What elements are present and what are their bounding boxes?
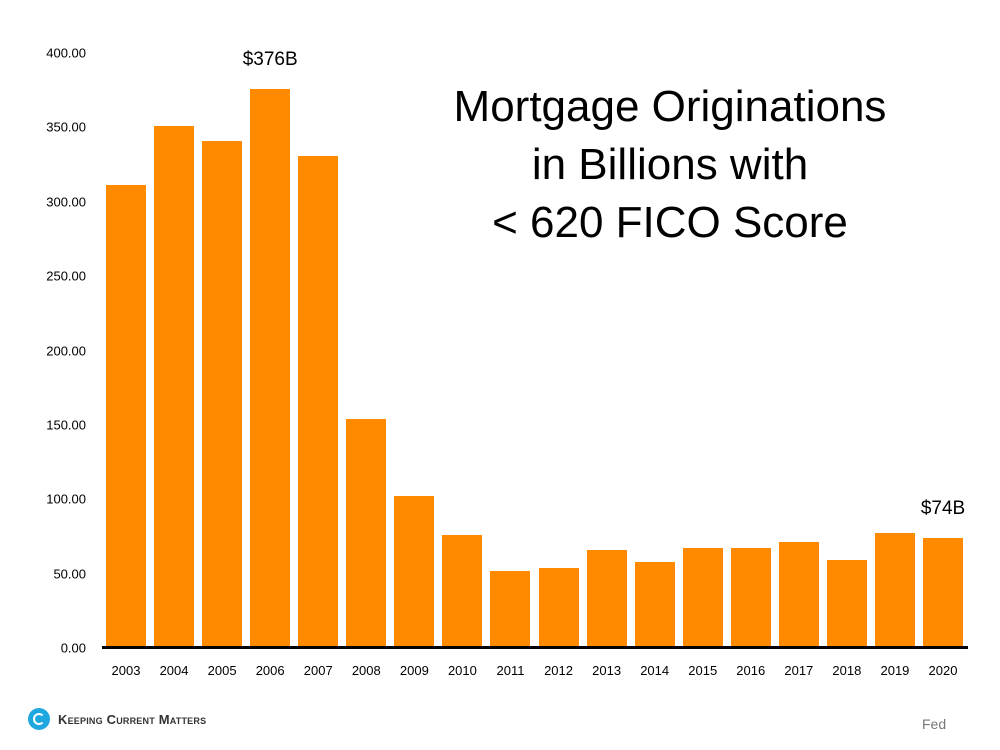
y-tick-label: 350.00 xyxy=(46,119,86,135)
x-tick-label: 2013 xyxy=(592,663,622,678)
bar-2011 xyxy=(490,570,531,648)
y-tick-label: 0.00 xyxy=(60,640,86,656)
x-tick-label: 2008 xyxy=(351,663,381,678)
y-tick-label: 250.00 xyxy=(46,268,86,284)
logo-text: Keeping Current Matters xyxy=(58,711,207,727)
bar-2010 xyxy=(442,534,483,648)
bar-2012 xyxy=(538,567,579,648)
bar-2020 xyxy=(923,537,964,648)
x-tick-label: 2009 xyxy=(399,663,429,678)
bar-2007 xyxy=(298,155,339,648)
bar-2005 xyxy=(202,140,243,648)
y-tick-label: 50.00 xyxy=(53,566,86,582)
bar-2015 xyxy=(682,548,723,648)
x-tick-label: 2005 xyxy=(207,663,237,678)
bar-2019 xyxy=(874,533,915,648)
y-tick-label: 200.00 xyxy=(46,343,86,358)
x-tick-label: 2016 xyxy=(736,663,766,678)
bar-2006 xyxy=(250,88,291,648)
x-tick-label: 2018 xyxy=(832,663,862,678)
bar-2004 xyxy=(154,125,195,648)
swirl-logo-icon xyxy=(28,708,50,730)
x-tick-label: 2017 xyxy=(784,663,814,678)
bar-2013 xyxy=(586,549,627,648)
x-tick-label: 2011 xyxy=(496,663,525,678)
x-tick-label: 2007 xyxy=(303,663,333,678)
y-tick-label: 400.00 xyxy=(46,45,86,61)
bar-2008 xyxy=(346,418,387,648)
y-tick-label: 150.00 xyxy=(46,417,86,433)
x-tick-label: 2020 xyxy=(928,663,958,678)
bar-2016 xyxy=(730,548,771,648)
x-tick-label: 2014 xyxy=(640,663,670,678)
x-tick-label: 2006 xyxy=(255,663,285,678)
data-label: $74B xyxy=(920,497,966,519)
plot-area xyxy=(102,40,968,648)
source-label: Fed xyxy=(922,716,947,732)
bar-2003 xyxy=(106,185,146,648)
x-tick-label: 2010 xyxy=(447,663,477,678)
bar-2018 xyxy=(826,560,867,648)
bar-2014 xyxy=(634,561,675,648)
x-tick-label: 2015 xyxy=(688,663,718,678)
x-tick-label: 2003 xyxy=(111,663,141,678)
y-tick-label: 100.00 xyxy=(46,491,86,507)
x-tick-label: 2004 xyxy=(159,663,189,678)
title-line-2: in Billions with xyxy=(531,140,809,189)
bar-2017 xyxy=(778,542,819,648)
brand-logo: Keeping Current Matters xyxy=(28,708,206,730)
y-tick-label: 300.00 xyxy=(46,194,86,210)
data-label: $376B xyxy=(242,48,298,70)
x-axis-line xyxy=(102,646,968,649)
chart-title: Mortgage Originations in Billions with <… xyxy=(395,78,945,252)
bar-2009 xyxy=(394,496,435,648)
x-tick-label: 2019 xyxy=(880,663,910,678)
title-line-3: < 620 FICO Score xyxy=(492,198,848,247)
x-tick-label: 2012 xyxy=(544,663,573,678)
title-line-1: Mortgage Originations xyxy=(453,82,887,131)
